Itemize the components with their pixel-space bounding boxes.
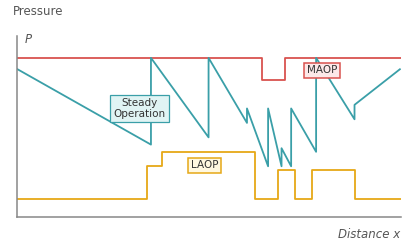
- Text: Distance x: Distance x: [338, 228, 401, 241]
- Text: MAOP: MAOP: [307, 66, 337, 75]
- Text: P: P: [24, 33, 31, 46]
- Text: Pressure: Pressure: [13, 5, 63, 18]
- Text: LAOP: LAOP: [191, 161, 218, 170]
- Text: Steady
Operation: Steady Operation: [113, 98, 166, 119]
